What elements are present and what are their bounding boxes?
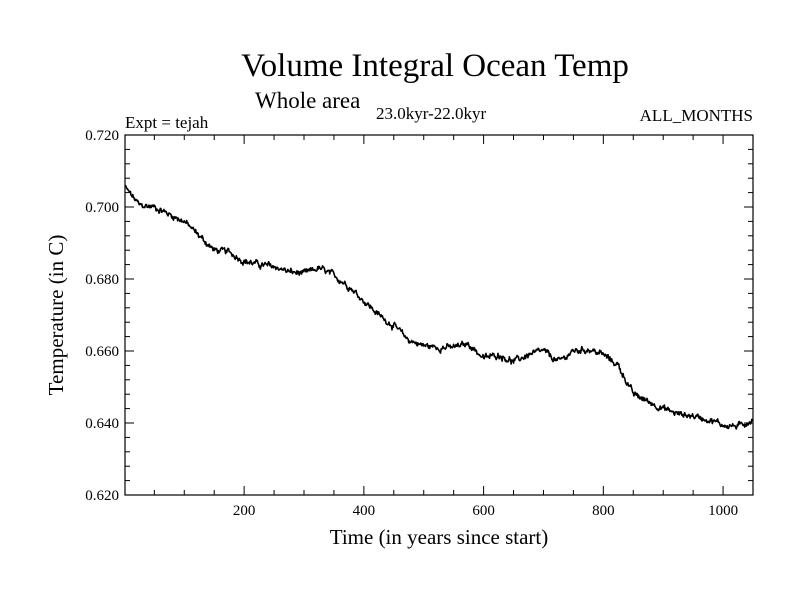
y-tick-label: 0.660 [85, 344, 119, 360]
x-tick-label: 200 [233, 503, 256, 519]
plot-frame [124, 134, 754, 496]
y-tick-label: 0.700 [85, 200, 119, 216]
y-axis-label: Temperature (in C) [44, 235, 68, 396]
experiment-label: Expt = tejah [125, 113, 209, 132]
y-tick-label: 0.640 [85, 416, 119, 432]
chart-period: 23.0kyr-22.0kyr [376, 104, 486, 123]
y-tick-label: 0.680 [85, 272, 119, 288]
y-tick-label: 0.620 [85, 488, 119, 504]
chart-title: Volume Integral Ocean Temp [241, 48, 629, 84]
x-tick-label: 400 [353, 503, 376, 519]
y-tick-label: 0.720 [85, 128, 119, 144]
chart-subtitle: Whole area [255, 88, 360, 113]
months-label: ALL_MONTHS [640, 106, 753, 125]
x-tick-label: 800 [592, 503, 615, 519]
x-axis-label: Time (in years since start) [330, 525, 549, 549]
x-tick-label: 1000 [708, 503, 738, 519]
axis-tick-labels: 200 400 600 800 1000 0.620 0.640 0.660 0.680 0.70… [85, 128, 738, 519]
x-tick-label: 600 [472, 503, 495, 519]
axis-ticks [125, 134, 753, 496]
temperature-series-line [124, 184, 754, 430]
